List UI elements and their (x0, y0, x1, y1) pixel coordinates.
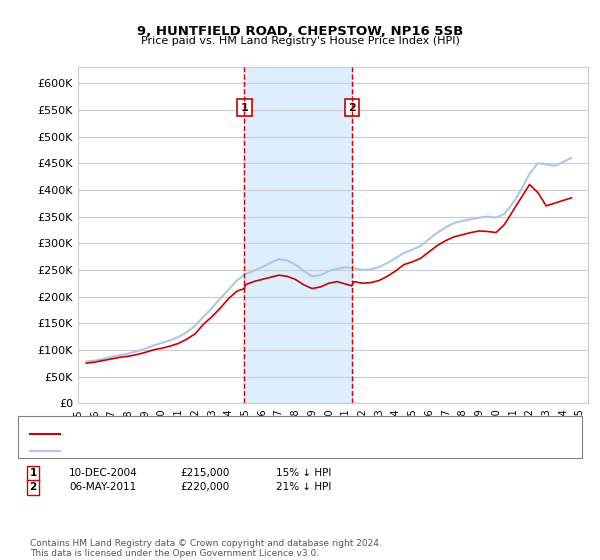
Text: 06-MAY-2011: 06-MAY-2011 (69, 482, 136, 492)
Text: £215,000: £215,000 (180, 468, 229, 478)
Text: 2: 2 (348, 102, 356, 113)
Text: 2: 2 (29, 482, 37, 492)
Text: 21% ↓ HPI: 21% ↓ HPI (276, 482, 331, 492)
Text: Contains HM Land Registry data © Crown copyright and database right 2024.
This d: Contains HM Land Registry data © Crown c… (30, 539, 382, 558)
Text: £220,000: £220,000 (180, 482, 229, 492)
Bar (244, 67, 352, 403)
Text: 1: 1 (241, 102, 248, 113)
Text: Price paid vs. HM Land Registry's House Price Index (HPI): Price paid vs. HM Land Registry's House … (140, 36, 460, 46)
Text: HPI: Average price, detached house, Monmouthshire: HPI: Average price, detached house, Monm… (69, 446, 343, 456)
Text: 1: 1 (29, 468, 37, 478)
Text: 9, HUNTFIELD ROAD, CHEPSTOW, NP16 5SB: 9, HUNTFIELD ROAD, CHEPSTOW, NP16 5SB (137, 25, 463, 38)
Text: 10-DEC-2004: 10-DEC-2004 (69, 468, 138, 478)
Text: 9, HUNTFIELD ROAD, CHEPSTOW, NP16 5SB (detached house): 9, HUNTFIELD ROAD, CHEPSTOW, NP16 5SB (d… (69, 429, 392, 439)
Text: 15% ↓ HPI: 15% ↓ HPI (276, 468, 331, 478)
